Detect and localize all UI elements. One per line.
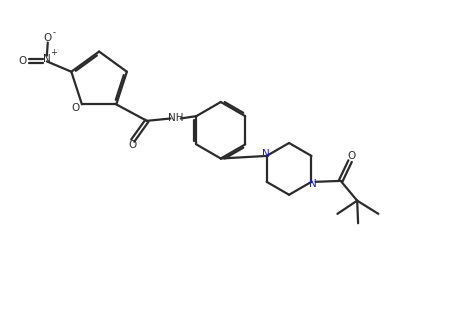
Text: N: N bbox=[43, 55, 51, 65]
Text: +: + bbox=[50, 48, 57, 57]
Text: O: O bbox=[129, 140, 137, 150]
Text: O: O bbox=[44, 33, 52, 43]
Text: O: O bbox=[18, 56, 27, 66]
Text: O: O bbox=[347, 151, 355, 162]
Text: NH: NH bbox=[169, 114, 184, 123]
Text: N: N bbox=[308, 179, 317, 189]
Text: N: N bbox=[262, 149, 269, 159]
Text: O: O bbox=[72, 103, 80, 113]
Text: -: - bbox=[52, 28, 55, 38]
